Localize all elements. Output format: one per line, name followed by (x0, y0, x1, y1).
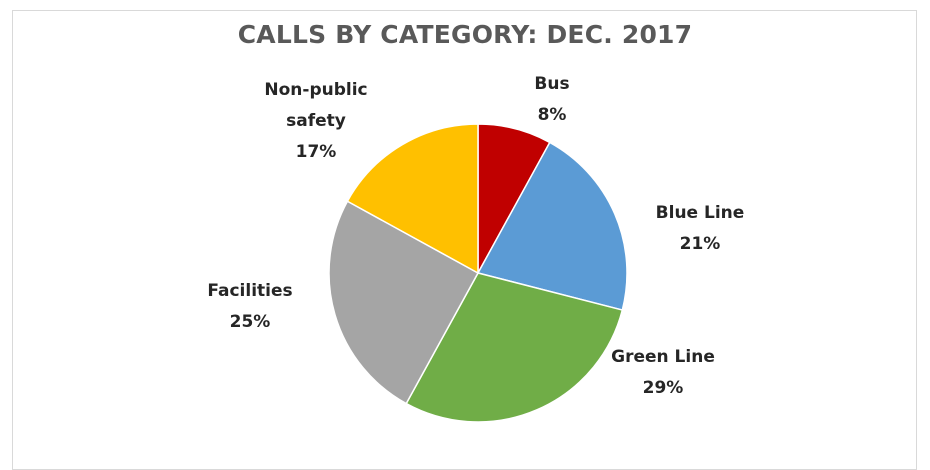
pie-slice-green-line (405, 272, 624, 423)
pie-slice-blue-line (476, 141, 628, 311)
pie-slice-facilities (328, 200, 480, 405)
pie-chart: Bus 8% Blue Line 21% Green Line 29% Facilities… (207, 74, 744, 423)
data-label-bus: Bus 8% (534, 74, 569, 125)
data-label-blue-line: Blue Line 21% (656, 203, 745, 254)
pie-labels: Bus 8% Blue Line 21% Green Line 29% Facilities… (207, 74, 744, 398)
pie-slice-non-public-safety (346, 123, 479, 275)
pie-slices (328, 123, 628, 423)
data-label-non-public-safety: Non-public safety 17% (264, 80, 367, 162)
data-label-green-line: Green Line 29% (611, 347, 715, 398)
chart-title: CALLS BY CATEGORY: DEC. 2017 (237, 20, 693, 49)
data-label-facilities: Facilities 25% (207, 281, 292, 332)
